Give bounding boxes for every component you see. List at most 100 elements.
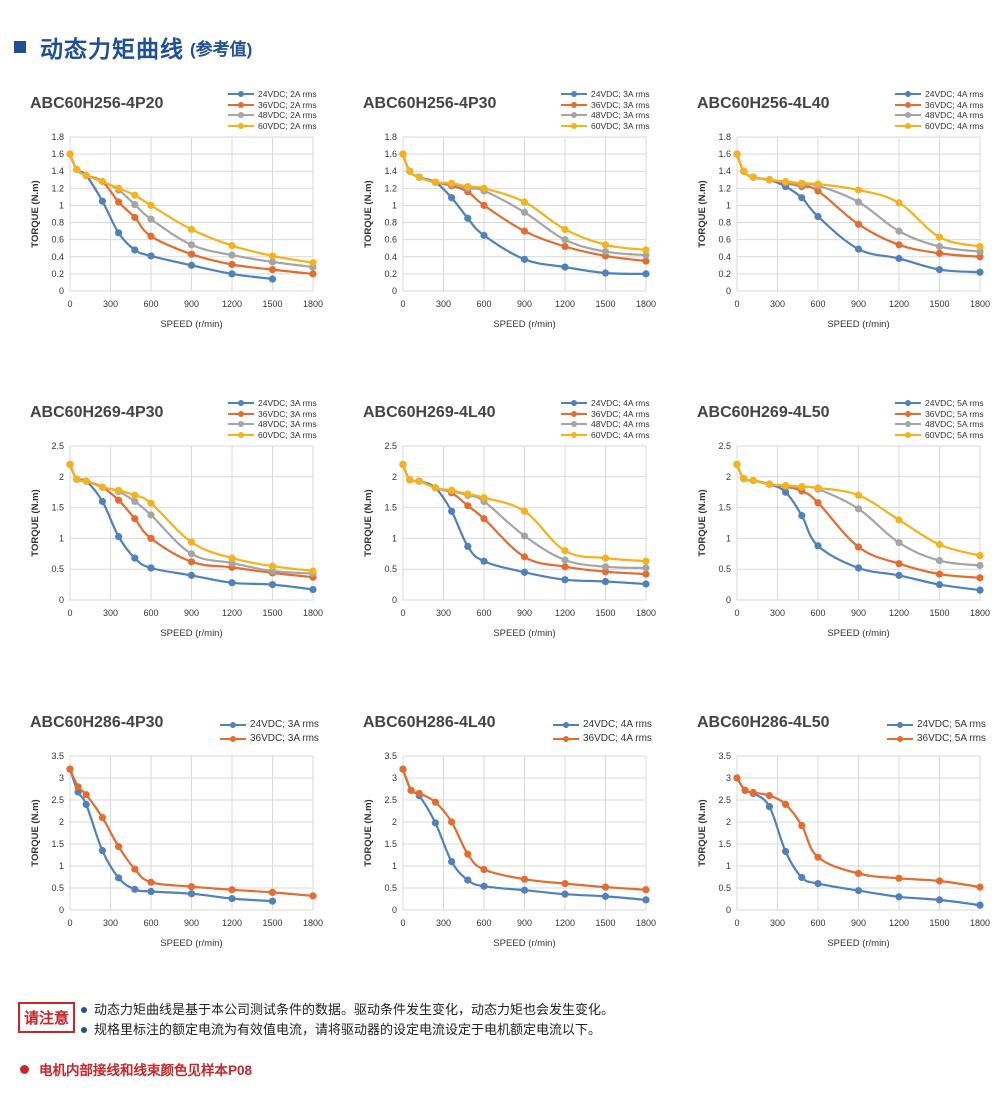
y-tick-label: 0.2 (384, 269, 397, 279)
legend-label: 60VDC; 4A rms (591, 429, 650, 440)
legend-item: 48VDC; 4A rms (895, 110, 984, 121)
y-tick-label: 1.5 (51, 839, 64, 849)
data-point (561, 880, 569, 888)
data-point (601, 563, 610, 571)
data-point (228, 270, 236, 278)
data-point (464, 876, 472, 884)
data-point (798, 873, 806, 882)
data-point (73, 475, 81, 483)
y-tick-label: 1.5 (384, 503, 397, 513)
x-tick-label: 1800 (303, 299, 323, 309)
legend-swatch-icon (228, 431, 254, 438)
y-tick-label: 3 (392, 773, 397, 783)
data-point (741, 786, 749, 794)
data-point (415, 789, 423, 797)
torque-chart-svg: 0 0.2 0.4 0.6 0.8 1 1.2 1.4 1.6 1.8 0 300 600 900 1200… (697, 132, 990, 330)
legend-label: 24VDC; 5A rms (917, 719, 986, 730)
legend-swatch-icon (895, 431, 921, 438)
x-tick-label: 1200 (222, 608, 242, 618)
data-point (561, 242, 569, 251)
data-point (480, 494, 488, 502)
data-point (228, 894, 236, 903)
data-point (814, 212, 822, 221)
legend-swatch-icon (220, 722, 246, 728)
data-point (480, 557, 488, 565)
notice-text: 规格里标注的额定电流为有效值电流，请将驱动器的设定电流设定于电机额定电流以下。 (94, 1022, 602, 1037)
legend-item: 24VDC; 5A rms (887, 718, 986, 732)
data-point (187, 241, 196, 249)
data-point (115, 486, 123, 494)
data-point (187, 550, 196, 558)
x-tick-label: 300 (103, 918, 118, 928)
x-axis-label: SPEED (r/min) (160, 628, 222, 639)
legend-item: 24VDC; 4A rms (895, 89, 984, 100)
legend-swatch-icon (228, 112, 254, 119)
data-point (66, 765, 74, 773)
data-point (268, 581, 277, 589)
chart-title: ABC60H269-4L50 (697, 404, 830, 421)
data-point (520, 886, 529, 894)
data-point (782, 488, 790, 496)
x-tick-label: 1800 (636, 608, 656, 618)
chart-title: ABC60H286-4L40 (363, 714, 496, 731)
data-point (798, 194, 806, 202)
legend-label: 60VDC; 5A rms (925, 429, 984, 440)
legend-label: 24VDC; 2A rms (258, 89, 317, 99)
data-point (854, 543, 863, 551)
legend-label: 36VDC; 3A rms (258, 408, 317, 419)
data-point (733, 150, 741, 158)
torque-chart-svg: 0 0.2 0.4 0.6 0.8 1 1.2 1.4 1.6 1.8 0 300 600 900 1200… (363, 132, 656, 330)
chart-panel-8: ABC60H286-4L40 0 0.5 1 1.5 2 2.5 3 3.5 0 300 600 900… (333, 714, 663, 1004)
data-point (520, 198, 529, 206)
data-point (749, 788, 757, 797)
data-point (520, 553, 529, 561)
data-point (895, 874, 903, 882)
y-tick-label: 1.2 (51, 183, 64, 193)
data-point (131, 865, 139, 873)
data-point (642, 246, 650, 254)
y-tick-label: 0.4 (718, 252, 731, 262)
legend-label: 24VDC; 4A rms (925, 89, 984, 99)
x-tick-label: 900 (517, 918, 532, 928)
y-tick-label: 0.4 (51, 252, 64, 262)
data-point (268, 897, 277, 905)
data-point (399, 460, 407, 469)
data-point (431, 484, 439, 492)
data-point (147, 511, 155, 519)
data-point (187, 538, 196, 546)
y-tick-label: 1.4 (384, 166, 397, 176)
x-tick-label: 300 (103, 608, 118, 618)
data-point (601, 568, 610, 576)
data-point (935, 233, 944, 241)
legend-swatch-icon (561, 421, 587, 428)
data-point (187, 890, 196, 898)
chart-panel-5: ABC60H269-4L40 0 0.5 1 1.5 2 2.5 0 300 600 900 1200… (333, 398, 663, 694)
data-point (228, 559, 236, 567)
data-point (66, 150, 74, 158)
x-tick-label: 1800 (303, 918, 323, 928)
data-point (131, 554, 139, 562)
legend-item: 24VDC; 4A rms (553, 718, 652, 732)
y-tick-label: 3.5 (384, 751, 397, 761)
data-point (520, 875, 529, 883)
data-point (976, 574, 984, 582)
legend-label: 24VDC; 3A rms (591, 89, 650, 99)
x-tick-label: 1800 (303, 608, 323, 618)
footnote: 电机内部接线和线束颜色见样本P08 (20, 1059, 252, 1079)
legend-item: 48VDC; 4A rms (561, 419, 650, 430)
chart-panel-7: ABC60H286-4P30 0 0.5 1 1.5 2 2.5 3 3.5 0 300 600 900… (0, 714, 330, 1004)
legend-swatch-icon (228, 122, 254, 129)
x-tick-label: 1500 (929, 299, 949, 309)
y-tick-label: 2 (392, 817, 397, 827)
y-tick-label: 0 (726, 286, 731, 296)
x-tick-label: 1500 (262, 918, 282, 928)
y-tick-label: 1.4 (718, 166, 731, 176)
legend-item: 36VDC; 3A rms (561, 100, 650, 111)
x-tick-label: 1500 (595, 299, 615, 309)
torque-chart-svg: 0 0.2 0.4 0.6 0.8 1 1.2 1.4 1.6 1.8 0 300 600 900 1200… (30, 132, 323, 330)
legend-swatch-icon (228, 101, 254, 108)
x-tick-label: 1200 (555, 299, 575, 309)
data-point (561, 547, 569, 555)
y-tick-label: 0.8 (718, 218, 731, 228)
y-tick-label: 0.6 (51, 235, 64, 245)
